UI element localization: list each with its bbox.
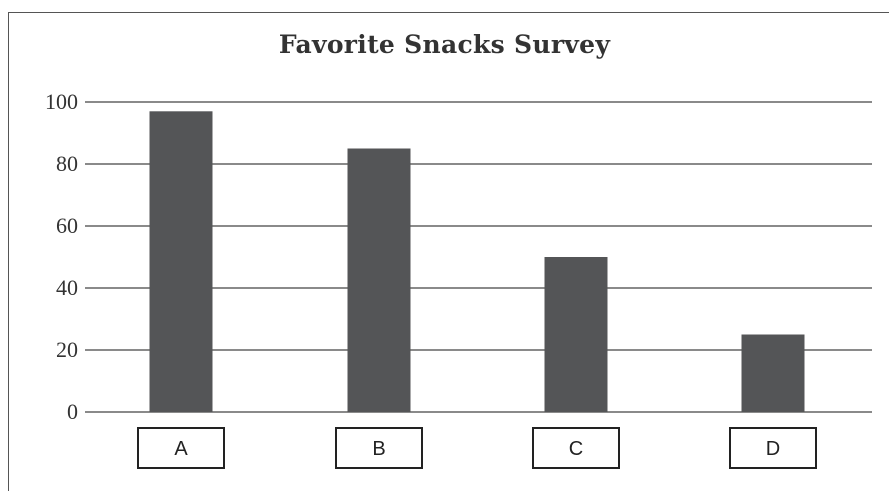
y-tick-label-20: 20	[56, 337, 78, 362]
chart-title: Favorite Snacks Survey	[278, 30, 611, 59]
y-tick-label-40: 40	[56, 275, 78, 300]
y-tick-label-100: 100	[45, 89, 78, 114]
category-label-B: B	[372, 438, 385, 460]
category-label-D: D	[766, 438, 780, 460]
category-label-A: A	[174, 438, 188, 460]
category-label-C: C	[569, 438, 583, 460]
category-box-D	[729, 427, 817, 469]
category-box-B	[335, 427, 423, 469]
grid-lines	[85, 101, 872, 413]
bar-A	[149, 111, 213, 413]
category-box-A	[137, 427, 225, 469]
y-axis-tick-labels: 0 20 40 60 80 100	[45, 89, 78, 424]
category-box-C	[532, 427, 620, 469]
bars	[149, 111, 805, 413]
y-tick-label-0: 0	[67, 399, 78, 424]
category-label-boxes: A B C D	[137, 427, 817, 469]
bar-B	[347, 148, 411, 412]
y-tick-label-80: 80	[56, 151, 78, 176]
bar-D	[741, 334, 805, 412]
y-tick-label-60: 60	[56, 213, 78, 238]
bar-C	[544, 257, 608, 412]
